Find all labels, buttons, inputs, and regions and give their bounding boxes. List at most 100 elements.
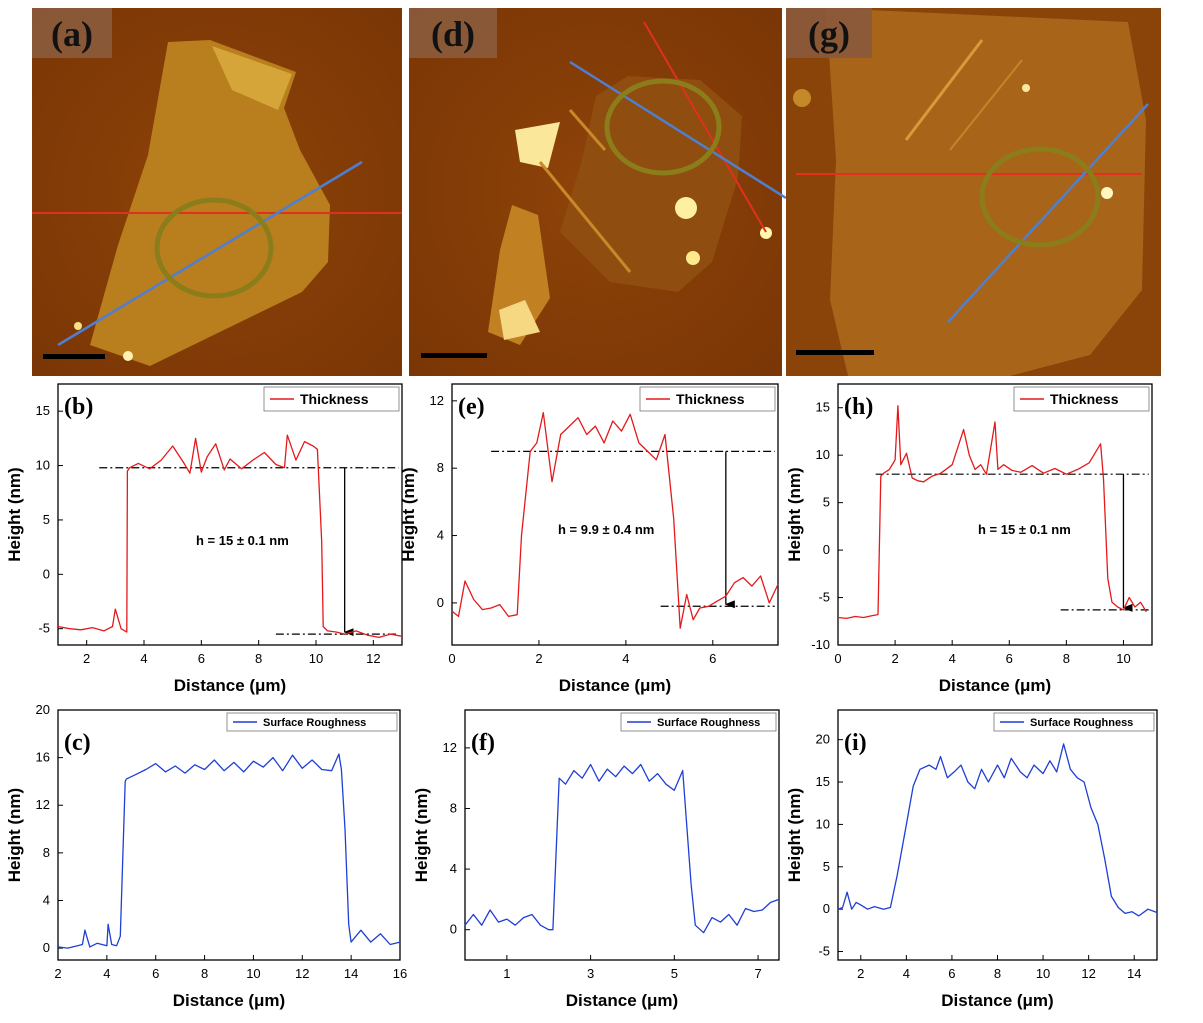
legend-label: Surface Roughness	[1030, 717, 1133, 729]
panel-label: (c)	[64, 730, 91, 756]
y-tick-label: -5	[818, 590, 830, 605]
x-tick-label: 8	[201, 966, 208, 981]
plot-frame	[464, 709, 780, 961]
afm-image-a: (a)	[32, 8, 402, 376]
y-tick-label: 0	[823, 901, 830, 916]
y-tick-label: 20	[36, 702, 50, 717]
x-tick-label: 2	[54, 966, 61, 981]
legend-label: Thickness	[1050, 391, 1119, 407]
x-tick-label: 6	[948, 966, 955, 981]
panel-label: (i)	[844, 730, 867, 756]
y-tick-label: 8	[43, 845, 50, 860]
series-line-surface-roughness	[837, 743, 1158, 917]
legend-label: Thickness	[300, 391, 369, 407]
x-tick-label: 4	[140, 651, 147, 666]
x-tick-label: 4	[622, 651, 629, 666]
panel-label: (f)	[471, 730, 495, 756]
x-tick-label: 2	[891, 651, 898, 666]
y-tick-label: 10	[36, 458, 50, 473]
chart-f: 1 3 5 7 0 4 8 12 Distance (μm) Height (nm) Surface…	[412, 709, 780, 1010]
y-tick-label: 0	[823, 542, 830, 557]
x-tick-label: 16	[393, 966, 407, 981]
x-axis-title: Distance (μm)	[174, 676, 286, 695]
x-tick-label: 4	[103, 966, 110, 981]
x-tick-label: 14	[1127, 966, 1141, 981]
legend-box	[226, 712, 398, 732]
series-line-thickness	[57, 434, 403, 639]
y-tick-label: 0	[43, 940, 50, 955]
afm-label-d: (d)	[431, 14, 475, 54]
x-tick-label: 12	[295, 966, 309, 981]
x-tick-label: 0	[834, 651, 841, 666]
y-tick-label: 15	[36, 403, 50, 418]
plot-frame	[451, 383, 779, 646]
y-tick-label: 4	[43, 892, 50, 907]
x-tick-label: 8	[1063, 651, 1070, 666]
afm-image-g: (g)	[786, 8, 1161, 376]
chart-c: 2 4 6 8 10 12 14 16 0 4 8 12 16 20 Distance (μm) Height…	[5, 702, 407, 1010]
afm-label-a: (a)	[51, 14, 93, 54]
x-axis-title: Distance (μm)	[566, 991, 678, 1010]
y-axis-title: Height (nm)	[785, 788, 804, 882]
legend-box	[993, 712, 1155, 732]
series-line-thickness	[451, 411, 779, 629]
x-tick-label: 6	[709, 651, 716, 666]
panel-label: (e)	[458, 394, 485, 420]
y-tick-label: -10	[811, 637, 830, 652]
x-tick-label: 2	[535, 651, 542, 666]
afm-image-d: (d)	[409, 8, 787, 376]
series-line-thickness	[837, 405, 1147, 620]
y-tick-label: 15	[816, 774, 830, 789]
x-tick-label: 2	[83, 651, 90, 666]
y-tick-label: 0	[450, 922, 457, 937]
chart-i: 2 4 6 8 10 12 14 -5 0 5 10 15 20 Distance (μm) Height …	[785, 709, 1158, 1010]
x-tick-label: 10	[309, 651, 323, 666]
x-tick-label: 7	[754, 966, 761, 981]
y-tick-label: 4	[450, 861, 457, 876]
y-tick-label: 8	[437, 460, 444, 475]
series-line-surface-roughness	[57, 753, 401, 949]
x-tick-label: 0	[448, 651, 455, 666]
y-tick-label: 20	[816, 732, 830, 747]
legend-label: Surface Roughness	[263, 717, 366, 729]
y-tick-label: 8	[450, 800, 457, 815]
x-tick-label: 1	[503, 966, 510, 981]
x-axis-title: Distance (μm)	[173, 991, 285, 1010]
y-axis-title: Height (nm)	[412, 788, 431, 882]
y-axis-title: Height (nm)	[5, 788, 24, 882]
x-tick-label: 6	[152, 966, 159, 981]
plot-frame	[837, 709, 1158, 961]
x-tick-label: 12	[1081, 966, 1095, 981]
chart-e: 0 2 4 6 0 4 8 12 Distance (μm) Height (nm) h = 9.9…	[399, 383, 779, 695]
x-tick-label: 12	[366, 651, 380, 666]
x-tick-label: 3	[587, 966, 594, 981]
x-tick-label: 8	[255, 651, 262, 666]
x-tick-label: 10	[246, 966, 260, 981]
legend-label: Thickness	[676, 391, 745, 407]
height-annotation: h = 15 ± 0.1 nm	[978, 522, 1071, 537]
y-tick-label: 16	[36, 750, 50, 765]
y-tick-label: 12	[430, 393, 444, 408]
legend-label: Surface Roughness	[657, 717, 760, 729]
afm-label-g: (g)	[808, 14, 850, 54]
y-tick-label: 5	[823, 495, 830, 510]
series-line-surface-roughness	[464, 763, 780, 934]
panel-label: (b)	[64, 394, 93, 420]
x-tick-label: 8	[994, 966, 1001, 981]
x-axis-title: Distance (μm)	[559, 676, 671, 695]
y-tick-label: 0	[437, 595, 444, 610]
plot-frame	[57, 383, 403, 646]
y-axis-title: Height (nm)	[5, 467, 24, 561]
y-tick-label: 5	[43, 512, 50, 527]
x-tick-label: 6	[1006, 651, 1013, 666]
x-tick-label: 2	[857, 966, 864, 981]
y-tick-label: 4	[437, 528, 444, 543]
legend-box	[620, 712, 777, 732]
x-tick-label: 4	[903, 966, 910, 981]
chart-b: 2 4 6 8 10 12 -5 0 5 10 15 Distance (μm) Height (nm)…	[5, 383, 403, 695]
y-tick-label: 10	[816, 447, 830, 462]
x-axis-title: Distance (μm)	[941, 991, 1053, 1010]
y-axis-title: Height (nm)	[785, 467, 804, 561]
x-tick-label: 10	[1116, 651, 1130, 666]
